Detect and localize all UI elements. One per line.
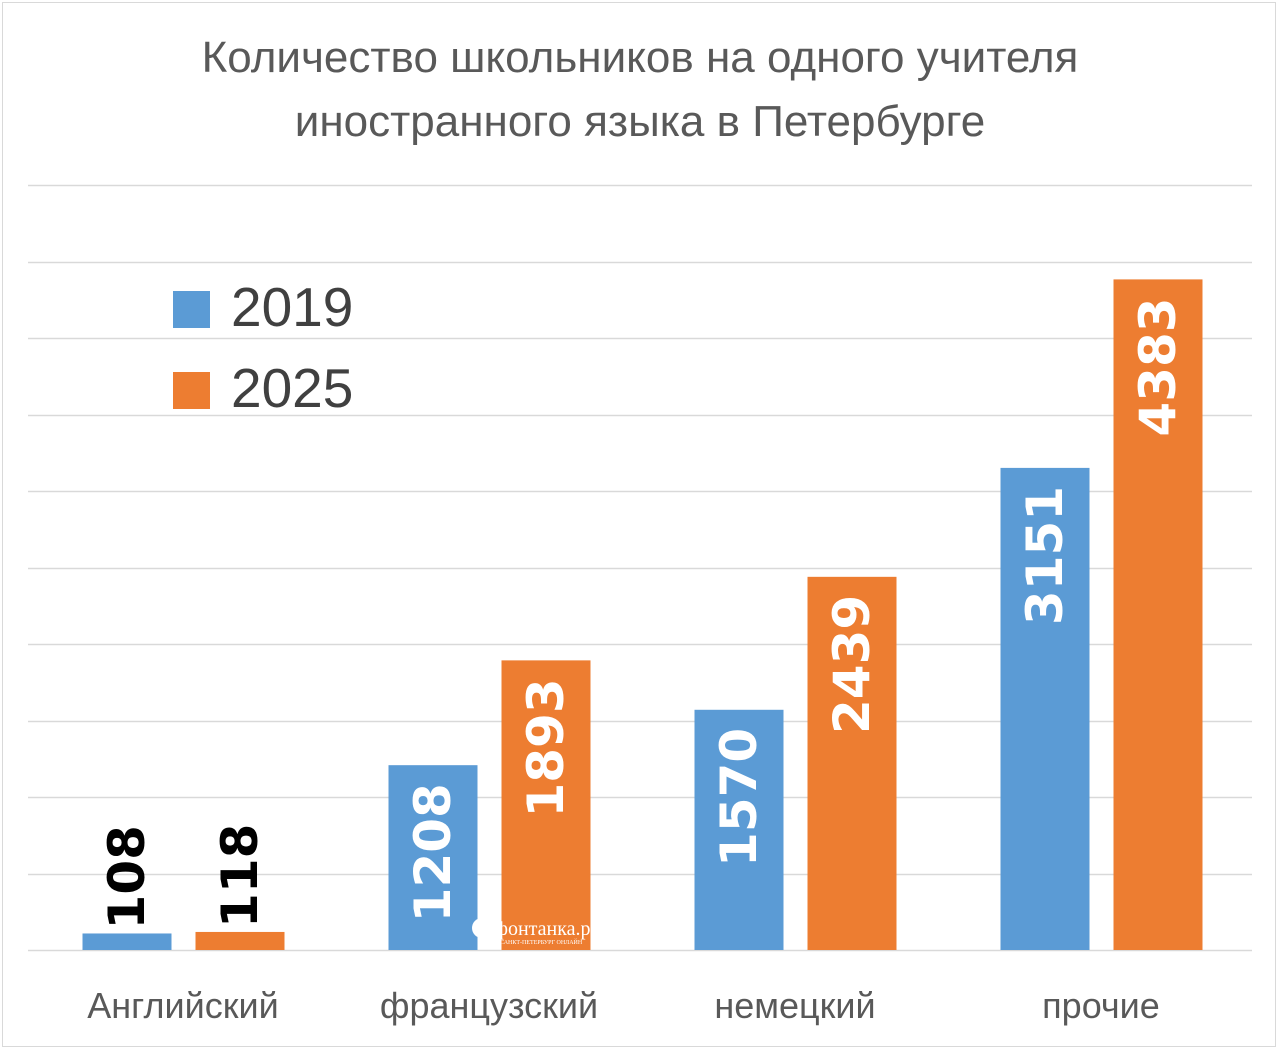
legend-swatch-2025 — [173, 372, 210, 409]
bar-2019-0 — [82, 933, 172, 950]
category-label-0: Английский — [87, 985, 278, 1026]
category-label-3: прочие — [1042, 985, 1160, 1026]
chart-title-line-2: иностранного языка в Петербурге — [294, 97, 986, 146]
bar-2025-3 — [1113, 279, 1203, 950]
bar-2025-1 — [501, 660, 591, 950]
legend-label-2025: 2025 — [231, 357, 354, 419]
data-label-2019-0: 108 — [98, 825, 156, 929]
data-label-2019-1: 1208 — [404, 783, 462, 922]
data-label-2025-3: 4383 — [1129, 297, 1187, 436]
watermark-brand: фонтанка.ру — [495, 918, 601, 940]
bar-2019-3 — [1000, 467, 1090, 950]
legend-swatch-2019 — [173, 291, 210, 328]
bar-2025-2 — [807, 576, 897, 950]
chart-title-line-1: Количество школьников на одного учителя — [201, 33, 1079, 82]
watermark-subtitle: САНКТ-ПЕТЕРБУРГ ОНЛАЙН — [500, 940, 583, 946]
chart-title: Количество школьников на одного учителя … — [0, 26, 1280, 154]
bar-2025-0 — [195, 931, 285, 950]
bar-2019-2 — [694, 709, 784, 950]
data-label-2025-1: 1893 — [517, 678, 575, 817]
bar-2019-1 — [388, 765, 478, 950]
legend-label-2019: 2019 — [231, 276, 354, 338]
data-label-2025-0: 118 — [211, 824, 269, 928]
watermark-circle-icon — [472, 918, 492, 938]
category-label-2: немецкий — [714, 985, 875, 1026]
data-label-2025-2: 2439 — [823, 595, 881, 734]
data-label-2019-2: 1570 — [710, 728, 768, 867]
category-label-1: французский — [380, 985, 598, 1026]
data-label-2019-3: 3151 — [1016, 486, 1074, 625]
watermark-logo: фонтанка.ру САНКТ-ПЕТЕРБУРГ ОНЛАЙН — [472, 918, 600, 948]
